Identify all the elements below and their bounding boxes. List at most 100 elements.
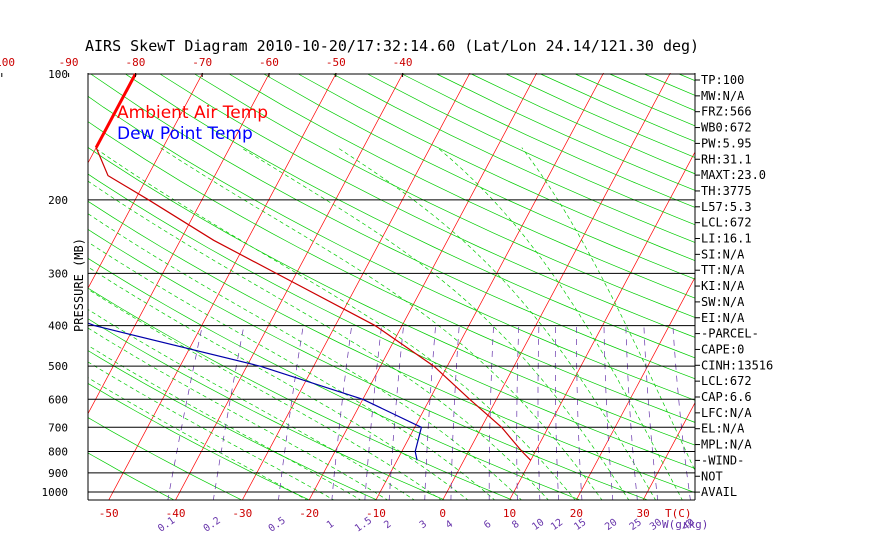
- mixing-ratio-line: [278, 325, 304, 500]
- mixing-ratio-line: [388, 325, 404, 500]
- mixing-ratio-tick-label: 1: [325, 519, 336, 531]
- dry-adiabat-line: [125, 73, 695, 359]
- isotherm-line: [575, 276, 695, 500]
- index-item: CAP:6.6: [701, 390, 752, 404]
- dry-adiabat-line: [88, 200, 695, 494]
- pressure-tick-label: 600: [48, 393, 68, 406]
- dry-adiabat-line: [229, 73, 695, 299]
- isotherm-line: [642, 401, 695, 500]
- top-temp-tick-label: -50: [326, 56, 346, 69]
- dry-adiabat-line: [783, 74, 870, 503]
- index-item: MAXT:23.0: [701, 168, 766, 182]
- pressure-tick-label: 400: [48, 320, 68, 333]
- index-item: LCL:672: [701, 216, 752, 230]
- top-temp-tick-label: -70: [192, 56, 212, 69]
- top-temp-tick-label: -90: [59, 56, 79, 69]
- tropopause-segment: [94, 73, 137, 149]
- isotherm-line: [833, 60, 870, 520]
- moist-adiabat-line: [88, 266, 469, 500]
- dry-adiabat-line: [263, 73, 695, 280]
- index-item: TT:N/A: [701, 263, 745, 277]
- chart-title: AIRS SkewT Diagram 2010-10-20/17:32:14.6…: [85, 37, 699, 55]
- dry-adiabat-line: [88, 173, 695, 469]
- dry-adiabat-line: [88, 121, 695, 423]
- moist-adiabat-line: [521, 147, 695, 472]
- isotherm-line: [88, 73, 204, 289]
- index-item: AVAIL: [701, 485, 737, 499]
- isobars: [88, 73, 695, 493]
- isotherm-line: [108, 73, 337, 500]
- index-item: EL:N/A: [701, 422, 745, 436]
- sounding-series: [88, 73, 532, 461]
- series-line-ambient-air-temp: [95, 73, 532, 461]
- isotherm-line: [375, 73, 604, 500]
- top-temp-tick-label: -100: [0, 56, 15, 69]
- pressure-tick-label: 700: [48, 421, 68, 434]
- dry-adiabat-line: [298, 73, 695, 261]
- dry-adiabat-line: [748, 74, 870, 503]
- y-axis-label: PRESSURE (MB): [72, 238, 86, 332]
- mixing-ratio-tick-label: 2: [382, 519, 393, 531]
- moist-adiabat-line: [437, 147, 683, 500]
- mixing-ratio-line: [212, 325, 245, 500]
- index-item: LFC:N/A: [701, 406, 752, 420]
- mixing-ratio-line: [625, 325, 638, 500]
- mixing-ratio-tick-label: 3: [418, 519, 429, 531]
- index-item: LCL:672: [701, 374, 752, 388]
- mixing-ratio-tick-label: 10: [530, 517, 546, 533]
- mixing-ratio-line: [364, 325, 382, 500]
- bottom-temp-tick-label: -20: [299, 507, 319, 520]
- mixing-ratio-tick-label: 8: [510, 519, 521, 531]
- mixing-ratio-line: [331, 325, 353, 500]
- isotherm-line: [308, 73, 538, 500]
- isotherm-line: [509, 151, 695, 500]
- isotherm-line: [175, 73, 404, 500]
- index-item: CINH:13516: [701, 358, 773, 372]
- bottom-temp-tick-label: -10: [366, 507, 386, 520]
- index-item: CAPE:0: [701, 342, 744, 356]
- mixing-ratio-line: [167, 325, 203, 500]
- isotherm-line: [88, 73, 270, 415]
- isotherm-line: [241, 73, 471, 500]
- bottom-temp-tick-label: -50: [99, 507, 119, 520]
- moist-adiabat-line: [240, 147, 630, 500]
- bottom-temp-tick-label: -30: [232, 507, 252, 520]
- pressure-tick-label: 300: [48, 267, 68, 280]
- index-item: LI:16.1: [701, 232, 752, 246]
- legend-entry: Dew Point Temp: [117, 124, 253, 144]
- index-item: TH:3775: [701, 184, 752, 198]
- isotherm-line: [442, 73, 671, 500]
- index-item: KI:N/A: [701, 279, 745, 293]
- top-temp-tick-label: -40: [393, 56, 413, 69]
- top-temp-tick-label: -80: [125, 56, 145, 69]
- pressure-tick-label: 1000: [42, 486, 69, 499]
- index-item: MPL:N/A: [701, 438, 752, 452]
- mixing-ratio-line: [603, 325, 614, 500]
- dry-adiabat-line: [332, 73, 695, 243]
- bottom-temp-tick-label: 10: [503, 507, 516, 520]
- pressure-tick-label: 900: [48, 467, 68, 480]
- index-item: L57:5.3: [701, 200, 752, 214]
- temperature-unit-label: T(C): [665, 507, 692, 520]
- legend-entry: Ambient Air Temp: [117, 103, 268, 123]
- mixing-ratio-line: [643, 325, 659, 500]
- mixing-ratio-line: [672, 325, 691, 500]
- bottom-temp-tick-label: 0: [439, 507, 446, 520]
- index-item: NOT: [701, 469, 723, 483]
- mixing-ratio-tick-label: 6: [482, 519, 493, 531]
- series-line-dew-point-temp: [88, 322, 423, 461]
- bottom-temp-tick-label: 20: [570, 507, 583, 520]
- moist-adiabat-line: [337, 147, 656, 500]
- dry-adiabat-line: [194, 73, 695, 318]
- pressure-tick-label: 100: [48, 68, 68, 81]
- index-item: SW:N/A: [701, 295, 745, 309]
- mixing-ratio-tick-label: 0.2: [202, 515, 223, 534]
- index-item: EI:N/A: [701, 311, 745, 325]
- dry-adiabat-line: [644, 73, 695, 96]
- mixing-ratio-tick-label: 0.5: [267, 515, 288, 534]
- dry-adiabat-line: [90, 73, 695, 380]
- isotherm-line: [766, 60, 870, 520]
